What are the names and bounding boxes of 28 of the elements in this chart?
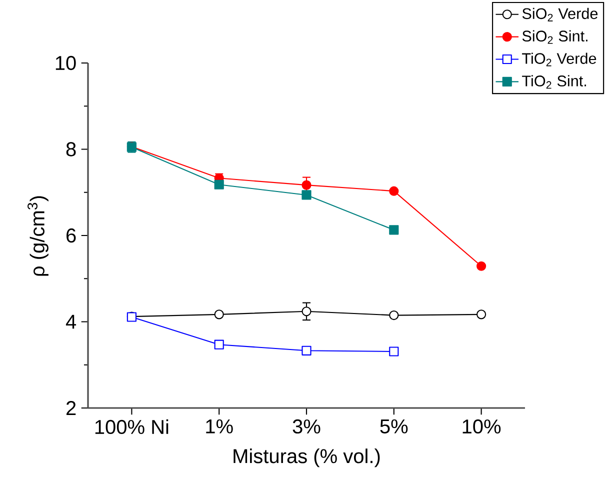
y-tick-label: 8 xyxy=(66,142,76,156)
legend-label: TiO$_{2}$ Sint. xyxy=(522,75,586,89)
point xyxy=(476,310,486,320)
point xyxy=(302,346,312,356)
point xyxy=(476,261,486,271)
y-tick-label: 2 xyxy=(66,401,76,415)
legend-label: SiO$_{2}$ Sint. xyxy=(522,30,588,44)
x-tick-label: 10% xyxy=(462,419,501,434)
point xyxy=(302,180,312,190)
point xyxy=(302,190,312,200)
x-tick-label: 3% xyxy=(292,419,320,434)
point xyxy=(214,340,224,350)
point xyxy=(389,186,399,196)
x-axis-title: Misturas (% vol.) xyxy=(234,448,380,468)
y-tick-label: 10 xyxy=(56,56,76,70)
point xyxy=(214,180,224,190)
legend-label: SiO$_{2}$ Verde xyxy=(522,8,598,22)
point xyxy=(302,306,312,316)
y-axis-title: ρ (g/cm$^{3}$) xyxy=(28,196,48,276)
x-tick-label: 1% xyxy=(206,419,233,434)
y-tick-label: 4 xyxy=(66,314,76,329)
y-tick-label: 6 xyxy=(66,228,76,243)
point xyxy=(389,346,399,356)
point xyxy=(389,310,399,320)
x-tick-label: 5% xyxy=(380,419,408,434)
point xyxy=(389,225,399,235)
legend-label: TiO$_{2}$ Verde xyxy=(522,52,596,66)
x-tick-label: 100% Ni xyxy=(95,419,168,434)
